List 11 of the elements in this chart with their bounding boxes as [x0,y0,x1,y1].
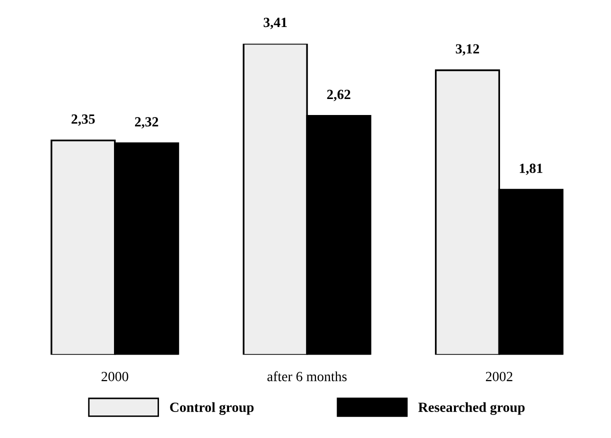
data-label: 3,12 [456,44,480,56]
x-tick-label: after 6 months [267,371,347,382]
legend-label: Control group [170,402,254,415]
data-label: 1,81 [520,164,542,176]
x-tick-label: 2002 [486,372,512,382]
legend-label: Researched group [418,402,525,415]
data-label: 2,32 [134,117,158,129]
x-tick-label: 2000 [102,372,128,382]
data-label: 2,62 [327,90,350,102]
data-label: 2,35 [72,114,95,126]
data-label: 3,41 [264,18,287,30]
